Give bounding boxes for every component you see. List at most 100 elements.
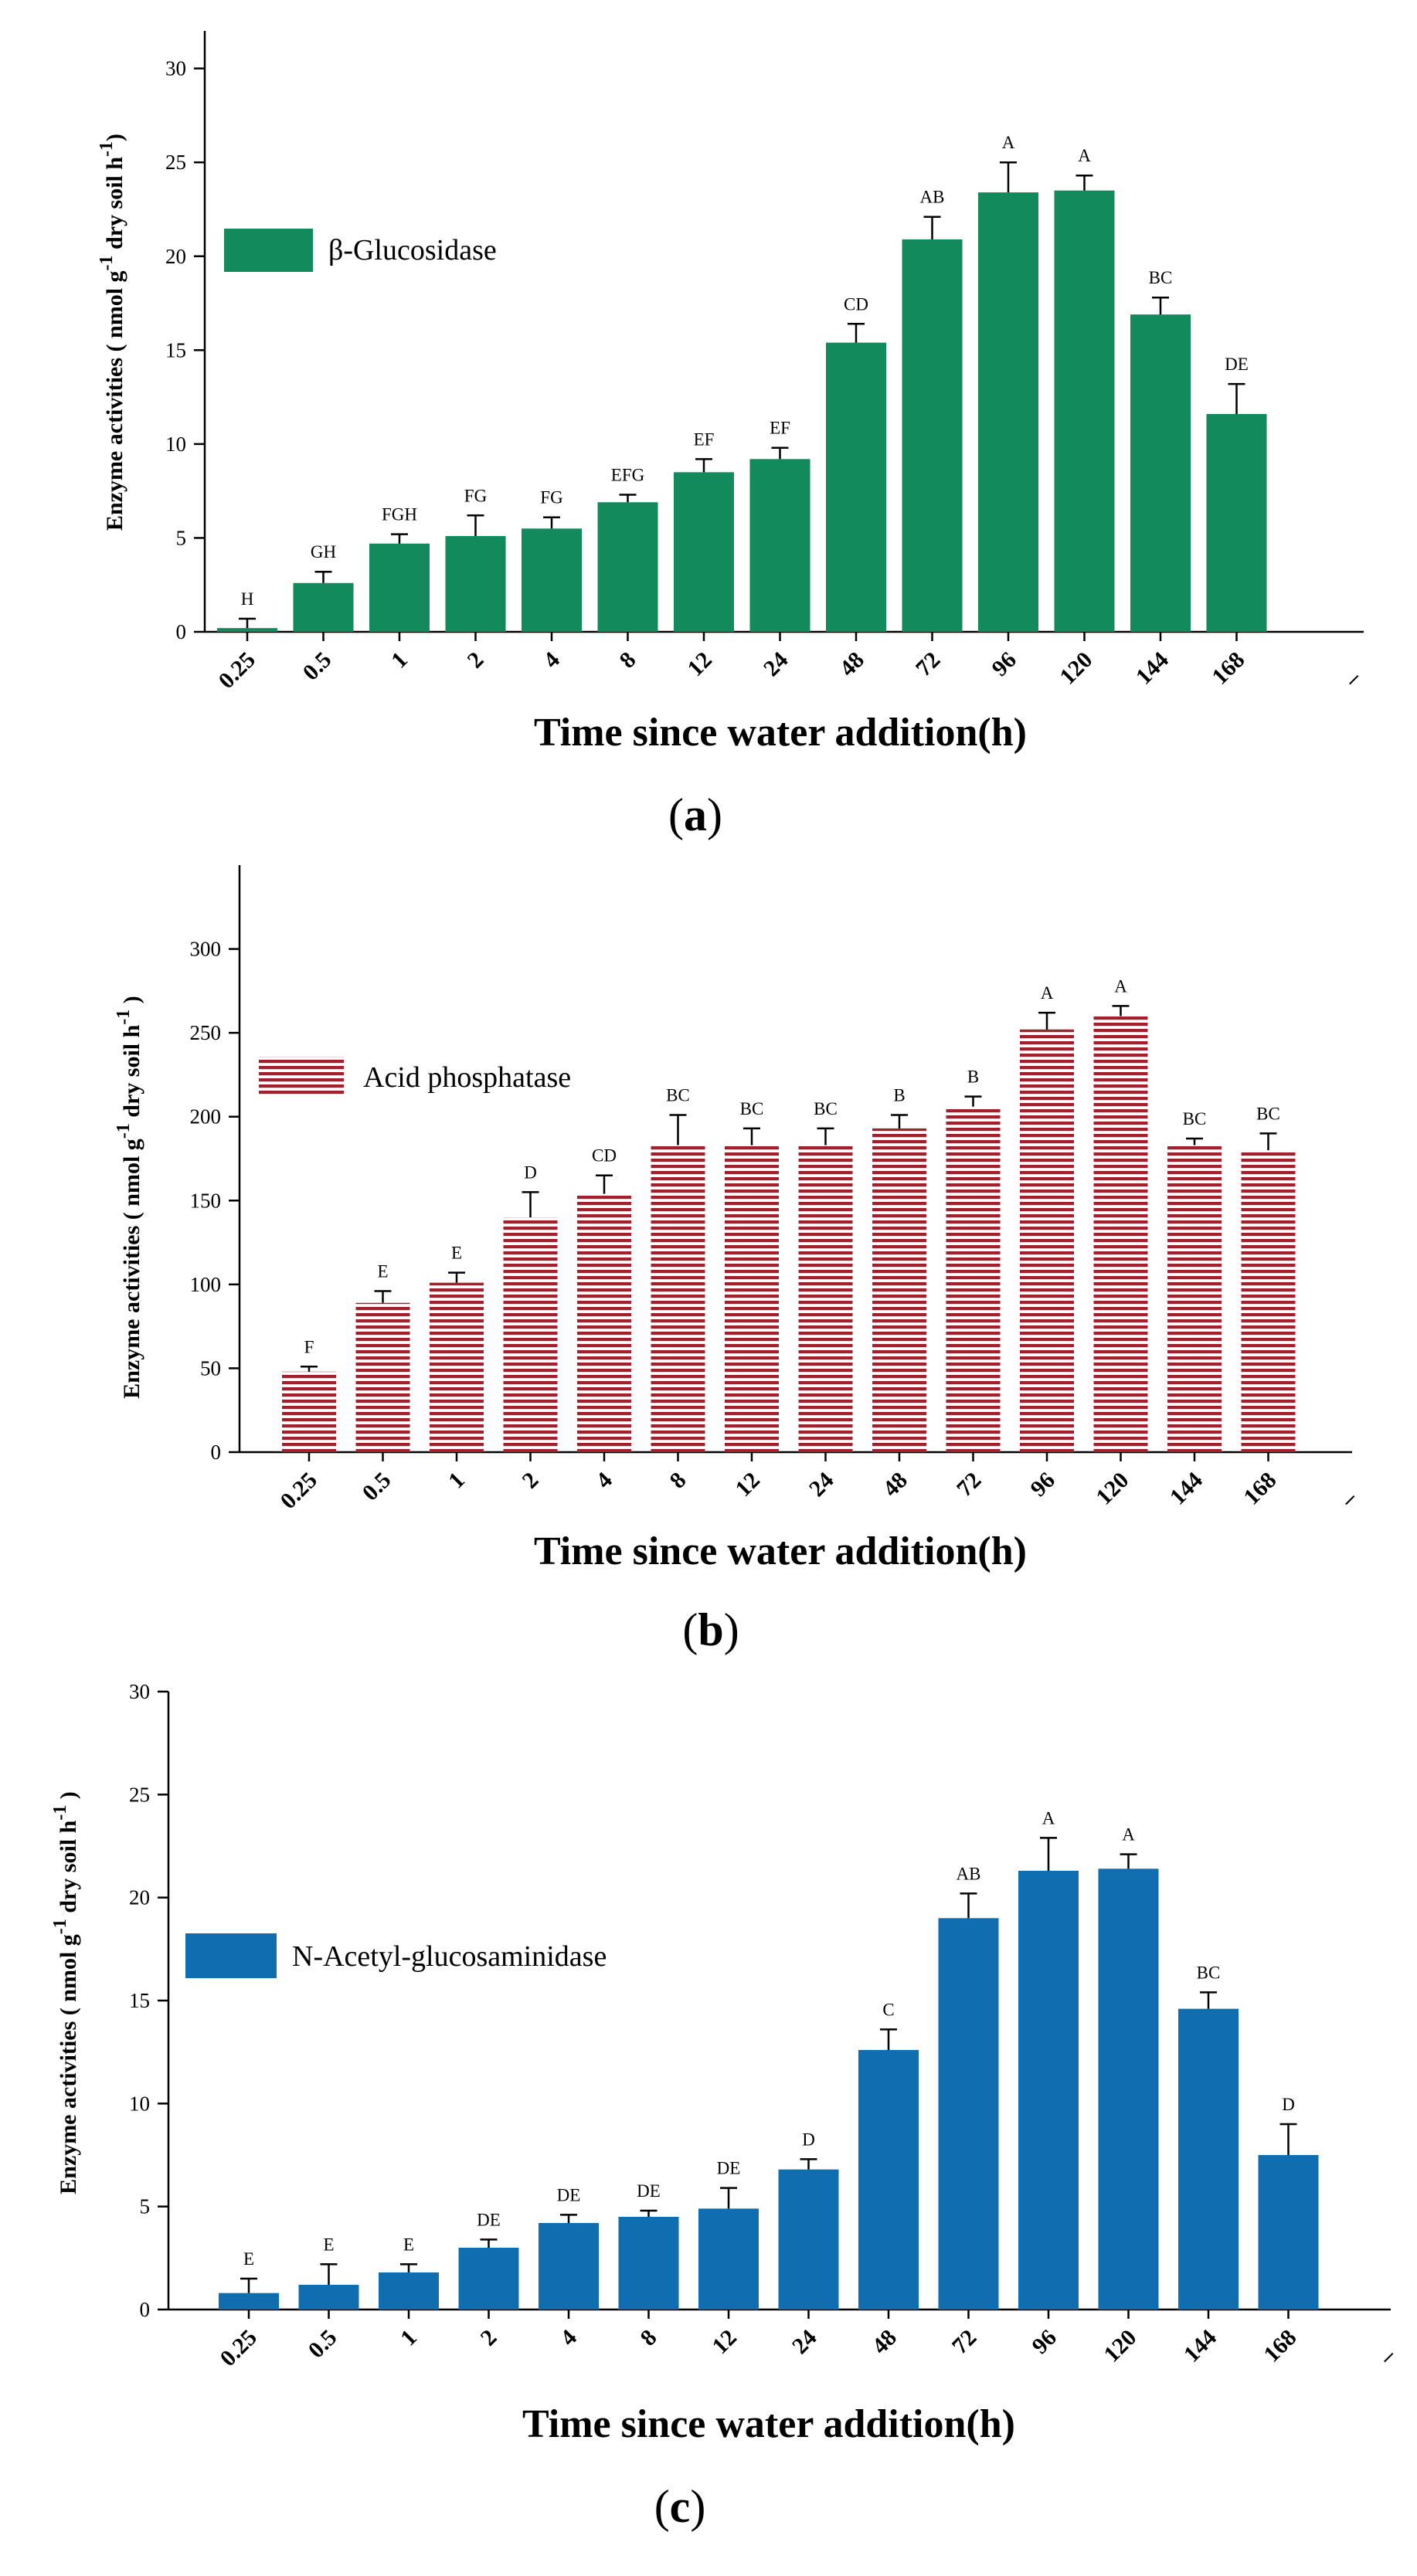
y-tick-label: 150 [190, 1189, 222, 1212]
significance-letter: E [403, 2235, 414, 2254]
x-axis-label: Time since water addition(h) [534, 1529, 1027, 1573]
significance-letter: EF [694, 429, 715, 449]
significance-letter: A [1041, 983, 1054, 1003]
legend-swatch [259, 1057, 344, 1097]
x-tick-label: 4 [556, 2325, 582, 2351]
x-tick-label: 24 [787, 2325, 822, 2360]
bar [298, 2285, 359, 2310]
x-tick-label: 168 [1239, 1468, 1281, 1510]
bar [369, 543, 430, 632]
significance-letter: EFG [611, 466, 644, 485]
significance-letter: BC [1197, 1963, 1221, 1982]
significance-letter: A [1042, 1808, 1055, 1828]
bar [1241, 1150, 1296, 1452]
significance-letter: DE [1225, 355, 1249, 374]
significance-letter: BC [1149, 268, 1173, 287]
panel-label: (a) [668, 789, 722, 840]
x-tick-label: 96 [1025, 1468, 1060, 1502]
bar [778, 2169, 839, 2310]
bar [798, 1145, 853, 1452]
y-tick-label: 300 [190, 938, 222, 961]
chart-b-svg: 0 50 100 150 200 250 300 F 0.25 E 0.5 E 1 D 2 CD 4 BC 8 BC 1… [114, 865, 1357, 1655]
x-tick-label: 2 [518, 1468, 544, 1494]
significance-letter: C [882, 2000, 894, 2019]
bar [503, 1217, 558, 1452]
x-tick-label: 8 [615, 647, 641, 674]
bar [379, 2272, 439, 2310]
x-tick-label: 120 [1091, 1468, 1133, 1510]
x-tick-label: 4 [591, 1468, 617, 1494]
significance-letter: CD [844, 294, 868, 314]
x-tick-label: 72 [911, 647, 946, 682]
bar [1167, 1145, 1222, 1452]
panel-c-nag-chart: 0 5 10 15 20 25 30 E 0.25 E 0.5 E 1 DE 2 DE 4 DE 8 DE 12 D 24 C… [0, 1684, 1417, 2576]
y-tick-label: 0 [140, 2298, 151, 2321]
x-tick-label: 120 [1099, 2325, 1141, 2367]
bar [430, 1282, 484, 1452]
bar [522, 528, 582, 632]
significance-letter: A [1122, 1825, 1135, 1845]
significance-letter: E [243, 2249, 254, 2269]
bar [1258, 2155, 1319, 2310]
significance-letter: D [1282, 2095, 1295, 2114]
bar [458, 2248, 519, 2310]
bar [1130, 314, 1191, 632]
x-tick-label: 96 [1027, 2325, 1062, 2360]
x-tick-extra: _ [1334, 660, 1361, 687]
chart-a-svg: 0 5 10 15 20 25 30 H 0.25 GH 0.5 FGH 1 FG 2 FG 4 EFG 8 EF 12… [97, 31, 1364, 840]
significance-letter: FGH [382, 505, 417, 524]
x-tick-label: 1 [396, 2325, 422, 2351]
bar [618, 2217, 679, 2310]
bar [725, 1145, 779, 1452]
x-tick-label: 24 [759, 647, 793, 682]
bar [872, 1128, 926, 1452]
x-tick-label: 48 [834, 647, 869, 682]
y-tick-label: 0 [211, 1441, 222, 1464]
significance-letter: EF [770, 419, 790, 438]
x-tick-label: 72 [947, 2325, 982, 2360]
panel-label: (c) [654, 2481, 706, 2532]
y-tick-label: 10 [129, 2092, 150, 2115]
significance-letter: BC [814, 1099, 838, 1118]
legend-label: N-Acetyl-glucosaminidase [292, 1940, 607, 1973]
bar [597, 502, 658, 632]
significance-letter: A [1002, 133, 1015, 152]
x-tick-label: 144 [1179, 2325, 1222, 2367]
y-tick-label: 250 [190, 1021, 222, 1044]
bar [946, 1106, 1001, 1452]
y-axis-label: Enzyme activities ( nmol g-1 dry soil h-… [114, 996, 144, 1399]
significance-letter: GH [311, 542, 336, 562]
significance-letter: BC [1183, 1109, 1207, 1128]
bar [577, 1193, 631, 1452]
x-tick-label: 0.25 [275, 1468, 321, 1514]
bar [651, 1145, 705, 1452]
y-tick-label: 5 [140, 2195, 151, 2218]
significance-letter: FG [464, 486, 487, 505]
bar [902, 239, 963, 632]
significance-letter: DE [477, 2210, 501, 2229]
bar [938, 1918, 999, 2310]
significance-letter: D [802, 2130, 815, 2149]
panel-a-glucosidase-chart: 0 5 10 15 20 25 30 H 0.25 GH 0.5 FGH 1 FG 2 FG 4 EFG 8 EF 12… [0, 0, 1417, 850]
bar [858, 2050, 919, 2310]
x-tick-label: 12 [707, 2325, 742, 2360]
x-tick-label: 48 [878, 1468, 912, 1502]
significance-letter: A [1078, 146, 1091, 165]
bar [293, 582, 354, 632]
bar [1093, 1016, 1148, 1452]
significance-letter: AB [957, 1864, 981, 1883]
bar [826, 342, 886, 632]
bar [674, 472, 734, 632]
bar [219, 2293, 279, 2310]
y-tick-label: 50 [200, 1356, 221, 1380]
y-tick-label: 10 [165, 433, 186, 456]
x-tick-extra: _ [1330, 1480, 1357, 1507]
x-tick-label: 4 [539, 647, 565, 674]
x-tick-label: 2 [476, 2325, 502, 2351]
x-tick-label: 72 [952, 1468, 987, 1502]
bar [749, 459, 810, 632]
bar [445, 536, 506, 632]
y-tick-label: 200 [190, 1105, 222, 1128]
x-axis-label: Time since water addition(h) [534, 711, 1027, 755]
x-tick-label: 8 [665, 1468, 692, 1494]
